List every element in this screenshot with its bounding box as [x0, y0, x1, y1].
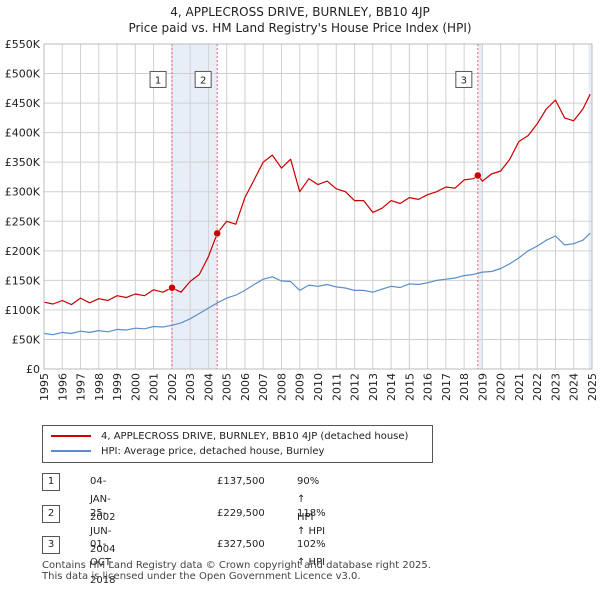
x-tick-label: 2013 [367, 373, 380, 401]
sale-hpi-change: 102% ↑ HPI [297, 539, 326, 568]
sale-number-badge: 2 [42, 505, 60, 523]
x-tick-label: 2005 [221, 373, 234, 401]
x-tick-label: 2014 [385, 373, 398, 401]
shaded-period [171, 44, 218, 369]
series-layer [43, 93, 591, 336]
price-chart: 1 2 3 £0 £50K £100K £150K £200K £250K £300K £350K… [5, 38, 599, 401]
sale-hpi-change: 118% ↑ HPI [297, 508, 326, 537]
sale-number-badge: 1 [42, 473, 60, 491]
x-tick-label: 2009 [294, 373, 307, 401]
sale-price: £137,500 [217, 476, 265, 487]
sale-marker-layer: 1 2 3 [149, 70, 482, 292]
grid-layer [43, 43, 593, 370]
shaded-period [588, 44, 592, 369]
y-tick-label: £0 [26, 363, 40, 376]
x-tick-label: 2023 [549, 373, 562, 401]
sale-label-text: 1 [155, 75, 161, 86]
x-tick-label: 2004 [202, 373, 215, 401]
sale-label-text: 3 [461, 75, 467, 86]
x-tick-label: 2018 [458, 373, 471, 401]
x-tick-label: 2017 [440, 373, 453, 401]
sale-hpi-change: 90% ↑ HPI [297, 476, 320, 523]
shaded-period [477, 44, 483, 369]
x-tick-label: 1995 [38, 373, 51, 401]
chart-title-line2: Price paid vs. HM Land Registry's House … [128, 21, 472, 35]
y-tick-label: £200K [5, 245, 41, 258]
hpi-line [43, 232, 591, 336]
sale-label-text: 2 [200, 75, 206, 86]
x-tick-label: 2025 [586, 373, 599, 401]
x-tick-label: 2020 [495, 373, 508, 401]
x-tick-label: 2002 [166, 373, 179, 401]
legend-item-hpi: HPI: Average price, detached house, Burn… [51, 445, 324, 459]
axis-layer: £0 £50K £100K £150K £200K £250K £300K £350K £400… [5, 38, 599, 401]
sale-point [213, 229, 221, 238]
y-tick-label: £250K [5, 215, 41, 228]
x-tick-label: 2000 [129, 373, 142, 401]
sale-date: 25-JUN-2004 [90, 508, 116, 555]
property-price-line [43, 93, 591, 306]
footer: Contains HM Land Registry data © Crown c… [42, 560, 431, 582]
y-tick-label: £100K [5, 304, 41, 317]
y-tick-label: £350K [5, 156, 41, 169]
sale-point [474, 171, 482, 180]
sale-point [168, 284, 176, 292]
chart-title: 4, APPLECROSS DRIVE, BURNLEY, BB10 4JP P… [0, 4, 600, 36]
x-tick-label: 2008 [275, 373, 288, 401]
x-tick-label: 2007 [257, 373, 270, 401]
y-tick-label: £400K [5, 127, 41, 140]
legend-swatch-property [51, 435, 91, 437]
x-tick-label: 2011 [330, 373, 343, 401]
x-tick-label: 2021 [513, 373, 526, 401]
sale-price: £327,500 [217, 539, 265, 550]
legend-label-hpi: HPI: Average price, detached house, Burn… [101, 446, 325, 457]
x-tick-label: 2006 [239, 373, 252, 401]
sale-date: 01-OCT-2018 [90, 539, 116, 586]
x-tick-label: 2012 [349, 373, 362, 401]
x-tick-label: 2003 [184, 373, 197, 401]
footer-copyright: Contains HM Land Registry data © Crown c… [42, 560, 431, 571]
legend-item-property: 4, APPLECROSS DRIVE, BURNLEY, BB10 4JP (… [51, 430, 408, 444]
x-tick-label: 1996 [56, 373, 69, 401]
legend-swatch-hpi [51, 450, 91, 452]
x-tick-label: 1997 [75, 373, 88, 401]
sale-label-box [455, 70, 473, 88]
x-tick-label: 1998 [93, 373, 106, 401]
sale-label-box [194, 70, 212, 88]
legend-label-property: 4, APPLECROSS DRIVE, BURNLEY, BB10 4JP (… [101, 431, 409, 442]
chart-title-line1: 4, APPLECROSS DRIVE, BURNLEY, BB10 4JP [170, 5, 430, 19]
x-tick-label: 1999 [111, 373, 124, 401]
y-tick-label: £500K [5, 68, 41, 81]
y-tick-label: £50K [12, 333, 41, 346]
x-tick-label: 2022 [531, 373, 544, 401]
x-tick-label: 2001 [148, 373, 161, 401]
y-tick-label: £450K [5, 97, 41, 110]
sale-label-box [149, 70, 167, 88]
y-tick-label: £550K [5, 38, 41, 51]
sale-date: 04-JAN-2002 [90, 476, 116, 523]
legend: 4, APPLECROSS DRIVE, BURNLEY, BB10 4JP (… [42, 425, 433, 463]
y-tick-label: £300K [5, 186, 41, 199]
x-tick-label: 2024 [568, 373, 581, 401]
plot-border [43, 43, 593, 370]
shade-layer [171, 44, 592, 369]
sale-vline-layer [171, 44, 479, 369]
y-tick-label: £150K [5, 274, 41, 287]
x-tick-label: 2010 [312, 373, 325, 401]
sale-price: £229,500 [217, 508, 265, 519]
sale-number-badge: 3 [42, 536, 60, 554]
x-tick-label: 2016 [422, 373, 435, 401]
x-tick-label: 2019 [476, 373, 489, 401]
footer-licence: This data is licensed under the Open Gov… [42, 571, 361, 582]
x-tick-label: 2015 [403, 373, 416, 401]
